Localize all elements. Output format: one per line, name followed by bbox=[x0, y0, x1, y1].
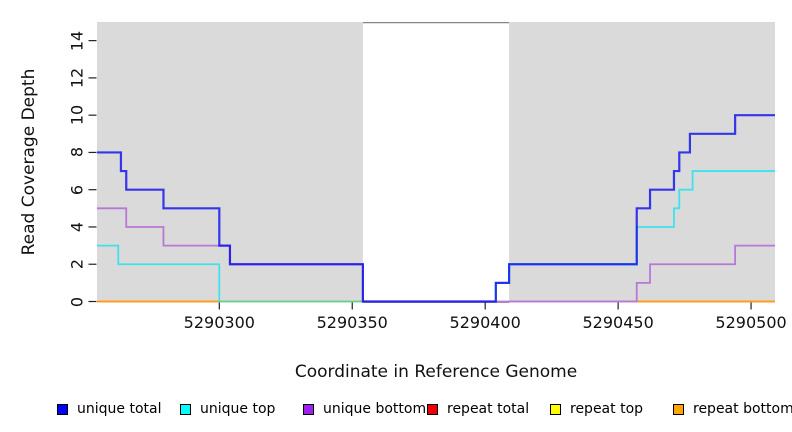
legend-label: unique total bbox=[77, 401, 162, 417]
legend-swatch-repeat-bottom bbox=[673, 403, 684, 415]
legend-label: repeat total bbox=[447, 401, 530, 417]
shaded-region bbox=[509, 22, 775, 302]
legend-label: repeat bottom bbox=[693, 401, 792, 417]
y-tick-label: 12 bbox=[67, 67, 87, 89]
y-tick-label: 10 bbox=[67, 104, 87, 126]
legend-item-repeat-top: repeat top bbox=[550, 398, 643, 420]
y-tick-label: 6 bbox=[67, 184, 87, 195]
legend-item-unique-bottom: unique bottom bbox=[303, 398, 426, 420]
legend-item-repeat-bottom: repeat bottom bbox=[673, 398, 792, 420]
x-tick-label: 5290500 bbox=[715, 313, 787, 332]
y-tick-label: 0 bbox=[67, 296, 87, 307]
legend-swatch-unique-top bbox=[180, 403, 191, 415]
legend-label: unique bottom bbox=[323, 401, 427, 417]
legend-swatch-unique-bottom bbox=[303, 403, 314, 415]
legend-swatch-unique-total bbox=[57, 403, 68, 415]
x-axis-title: Coordinate in Reference Genome bbox=[294, 362, 578, 382]
x-tick-label: 5290400 bbox=[449, 313, 521, 332]
x-tick-label: 5290300 bbox=[183, 313, 255, 332]
legend-item-unique-total: unique total bbox=[57, 398, 161, 420]
y-axis-title: Read Coverage Depth bbox=[19, 68, 39, 256]
series-line-unique-total bbox=[97, 114, 775, 303]
y-tick-label: 8 bbox=[67, 147, 87, 158]
y-tick-label: 14 bbox=[67, 30, 87, 51]
x-tick-label: 5290350 bbox=[316, 313, 388, 332]
legend-item-repeat-total: repeat total bbox=[427, 398, 529, 420]
chart-legend: unique total unique top unique bottom repea… bbox=[0, 398, 792, 422]
legend-label: repeat top bbox=[570, 401, 644, 417]
legend-item-unique-top: unique top bbox=[180, 398, 275, 420]
legend-label: unique top bbox=[200, 401, 276, 417]
y-tick-label: 4 bbox=[67, 221, 87, 233]
y-tick-label: 2 bbox=[67, 259, 87, 270]
legend-swatch-repeat-top bbox=[550, 403, 561, 415]
x-tick-label: 5290450 bbox=[582, 313, 654, 332]
legend-swatch-repeat-total bbox=[427, 403, 438, 415]
